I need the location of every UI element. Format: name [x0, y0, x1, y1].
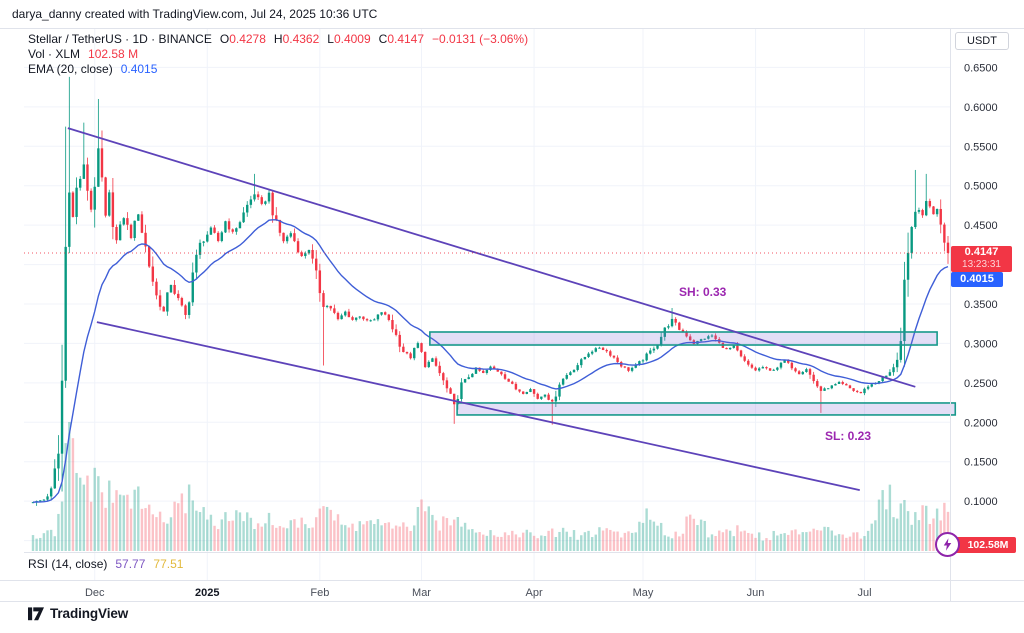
price-tick-label: 0.1000 — [964, 496, 998, 508]
legend-rsi-row[interactable]: RSI (14, close) 57.77 77.51 — [28, 557, 183, 571]
grid-layer — [24, 28, 950, 580]
time-tick-label: May — [633, 587, 654, 599]
lightning-icon — [935, 532, 960, 557]
legend-symbol-row[interactable]: Stellar / TetherUS · 1D · BINANCE O0.427… — [28, 32, 528, 47]
upper-channel-line[interactable] — [67, 127, 916, 388]
rsi-label: RSI (14, close) — [28, 557, 108, 571]
swing-low-label[interactable]: SL: 0.23 — [825, 429, 872, 443]
price-tick-label: 0.1500 — [964, 457, 998, 469]
ohlc-open: O0.4278 — [219, 32, 266, 46]
rsi-value: 57.77 — [115, 557, 146, 571]
ema-price-badge: 0.4015 — [951, 272, 1003, 287]
lower-channel-line[interactable] — [96, 321, 860, 491]
ema-label: EMA (20, close) — [28, 62, 113, 76]
tradingview-logo-icon — [28, 606, 44, 620]
time-tick-label: Apr — [526, 587, 543, 599]
currency-toggle-button[interactable]: USDT — [955, 32, 1009, 50]
rsi-ma-value: 77.51 — [153, 557, 184, 571]
zone-swing-high-zone[interactable] — [429, 331, 938, 346]
last-price-value: 0.4147 — [964, 246, 999, 258]
swing-high-label[interactable]: SH: 0.33 — [679, 285, 727, 299]
price-tick-label: 0.3000 — [964, 338, 998, 350]
ema-value: 0.4015 — [120, 62, 158, 76]
legend-ema-row[interactable]: EMA (20, close) 0.4015 — [28, 62, 528, 77]
ohlc-high: H0.4362 — [273, 32, 320, 46]
time-tick-label: Jun — [747, 587, 765, 599]
ohlc-low: L0.4009 — [327, 32, 371, 46]
candles-layer — [31, 76, 950, 506]
time-axis[interactable]: Dec 2025 Feb Mar Apr May Jun Jul — [85, 587, 872, 599]
price-tick-label: 0.5500 — [964, 141, 998, 153]
time-tick-label: 2025 — [195, 587, 219, 599]
price-tick-label: 0.2500 — [964, 378, 998, 390]
volume-axis-badge: 102.58M — [952, 537, 1016, 553]
pane-separators — [0, 28, 1024, 602]
tradingview-logo[interactable]: TradingView — [28, 606, 128, 621]
time-tick-label: Dec — [85, 587, 105, 599]
legend-volume-row[interactable]: Vol · XLM 102.58 M — [28, 47, 528, 62]
ohlc-close: C0.4147 — [378, 32, 425, 46]
symbol-title: Stellar / TetherUS · 1D · BINANCE — [28, 32, 212, 46]
bar-countdown: 13:23:31 — [962, 259, 1001, 270]
price-tick-label: 0.6500 — [964, 62, 998, 74]
ema-line — [32, 219, 949, 503]
price-axis[interactable]: 0.6500 0.6000 0.5500 0.5000 0.4500 0.3500 0.30… — [964, 62, 998, 508]
time-tick-label: Mar — [412, 587, 431, 599]
change-value: −0.0131 (−3.06%) — [432, 32, 529, 46]
volume-value: 102.58 M — [88, 47, 139, 61]
volume-layer — [31, 422, 950, 551]
price-tick-label: 0.3500 — [964, 299, 998, 311]
price-tick-label: 0.5000 — [964, 181, 998, 193]
last-price-badge: 0.4147 13:23:31 — [951, 246, 1012, 272]
price-tick-label: 0.6000 — [964, 102, 998, 114]
price-tick-label: 0.4500 — [964, 220, 998, 232]
tradingview-logo-text: TradingView — [50, 606, 129, 621]
time-tick-label: Feb — [310, 587, 329, 599]
volume-label: Vol · XLM — [28, 47, 81, 61]
time-tick-label: Jul — [857, 587, 871, 599]
chart-legend: Stellar / TetherUS · 1D · BINANCE O0.427… — [28, 32, 528, 77]
zone-swing-low-zone[interactable] — [456, 402, 957, 416]
attribution-text: darya_danny created with TradingView.com… — [12, 7, 378, 21]
price-tick-label: 0.2000 — [964, 417, 998, 429]
